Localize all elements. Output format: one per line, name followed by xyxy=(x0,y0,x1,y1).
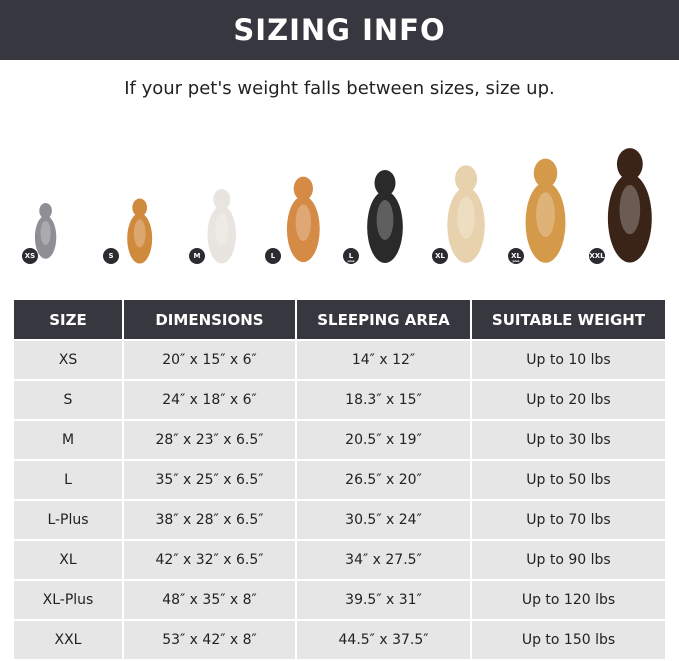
table-row: XS 20″ x 15″ x 6″ 14″ x 12″ Up to 10 lbs xyxy=(14,339,665,381)
pet-image xyxy=(444,160,488,265)
pet-image xyxy=(522,153,569,265)
badge-label: L xyxy=(270,252,276,260)
table-header-row: SIZE DIMENSIONS SLEEPING AREA SUITABLE W… xyxy=(14,300,665,340)
table-cell: 42″ x 32″ x 6.5″ xyxy=(122,539,297,581)
table-cell: Up to 20 lbs xyxy=(470,379,665,421)
pet-image xyxy=(205,185,239,265)
table-row: XXL 53″ x 42″ x 8″ 44.5″ x 37.5″ Up to 150 … xyxy=(14,619,665,661)
badge-plus: plus xyxy=(512,259,520,263)
sizing-table: SIZE DIMENSIONS SLEEPING AREA SUITABLE W… xyxy=(14,300,665,661)
table-cell: XXL xyxy=(14,619,124,661)
badge-plus: plus xyxy=(347,259,355,263)
table-cell: Up to 120 lbs xyxy=(470,579,665,621)
table-cell: 20.5″ x 19″ xyxy=(295,419,472,461)
table-cell: Up to 10 lbs xyxy=(470,339,665,381)
table-cell: L-Plus xyxy=(14,499,124,541)
badge-label: XS xyxy=(24,252,36,260)
subtitle: If your pet's weight falls between sizes… xyxy=(124,78,555,99)
pet-image xyxy=(33,200,58,260)
table-cell: Up to 90 lbs xyxy=(470,539,665,581)
pet-image xyxy=(364,165,406,265)
table-cell: 18.3″ x 15″ xyxy=(295,379,472,421)
size-badge: S xyxy=(103,248,119,264)
table-cell: Up to 50 lbs xyxy=(470,459,665,501)
badge-label: XXL xyxy=(589,252,605,260)
table-cell: 53″ x 42″ x 8″ xyxy=(122,619,297,661)
table-row: XL-Plus 48″ x 35″ x 8″ 39.5″ x 31″ Up to 12… xyxy=(14,579,665,621)
table-cell: 20″ x 15″ x 6″ xyxy=(122,339,297,381)
table-cell: M xyxy=(14,419,124,461)
pet-image xyxy=(604,142,656,265)
table-cell: L xyxy=(14,459,124,501)
page-title: SIZING INFO xyxy=(0,0,679,60)
size-badge: XS xyxy=(22,248,38,264)
table-cell: 14″ x 12″ xyxy=(295,339,472,381)
size-badge: M xyxy=(189,248,205,264)
badge-label: L xyxy=(348,252,354,260)
table-cell: 26.5″ x 20″ xyxy=(295,459,472,501)
size-badge: XXL xyxy=(589,248,605,264)
table-cell: XL-Plus xyxy=(14,579,124,621)
size-badge: XL plus xyxy=(508,248,524,264)
table-row: XL 42″ x 32″ x 6.5″ 34″ x 27.5″ Up to 90 lb… xyxy=(14,539,665,581)
table-cell: 48″ x 35″ x 8″ xyxy=(122,579,297,621)
table-row: S 24″ x 18″ x 6″ 18.3″ x 15″ Up to 20 lbs xyxy=(14,379,665,421)
size-badge: XL xyxy=(432,248,448,264)
table-row: L-Plus 38″ x 28″ x 6.5″ 30.5″ x 24″ Up to 7… xyxy=(14,499,665,541)
table-cell: 34″ x 27.5″ xyxy=(295,539,472,581)
badge-label: XL xyxy=(511,252,521,260)
table-cell: 44.5″ x 37.5″ xyxy=(295,619,472,661)
table-cell: Up to 150 lbs xyxy=(470,619,665,661)
table-cell: Up to 70 lbs xyxy=(470,499,665,541)
pet-image xyxy=(125,195,154,265)
table-cell: 38″ x 28″ x 6.5″ xyxy=(122,499,297,541)
table-row: M 28″ x 23″ x 6.5″ 20.5″ x 19″ Up to 30 lbs xyxy=(14,419,665,461)
table-cell: XL xyxy=(14,539,124,581)
table-cell: 24″ x 18″ x 6″ xyxy=(122,379,297,421)
badge-label: XL xyxy=(435,252,445,260)
table-cell: 30.5″ x 24″ xyxy=(295,499,472,541)
header-size: SIZE xyxy=(14,300,123,340)
table-cell: 35″ x 25″ x 6.5″ xyxy=(122,459,297,501)
header-suitable-weight: SUITABLE WEIGHT xyxy=(470,300,665,340)
table-cell: Up to 30 lbs xyxy=(470,419,665,461)
badge-label: M xyxy=(193,252,201,260)
table-cell: S xyxy=(14,379,124,421)
header-dimensions: DIMENSIONS xyxy=(122,300,296,340)
table-cell: XS xyxy=(14,339,124,381)
size-badge: L xyxy=(265,248,281,264)
table-row: L 35″ x 25″ x 6.5″ 26.5″ x 20″ Up to 50 lbs xyxy=(14,459,665,501)
badge-label: S xyxy=(108,252,114,260)
header-sleeping-area: SLEEPING AREA xyxy=(295,300,471,340)
table-cell: 39.5″ x 31″ xyxy=(295,579,472,621)
table-cell: 28″ x 23″ x 6.5″ xyxy=(122,419,297,461)
pet-image xyxy=(284,172,323,264)
